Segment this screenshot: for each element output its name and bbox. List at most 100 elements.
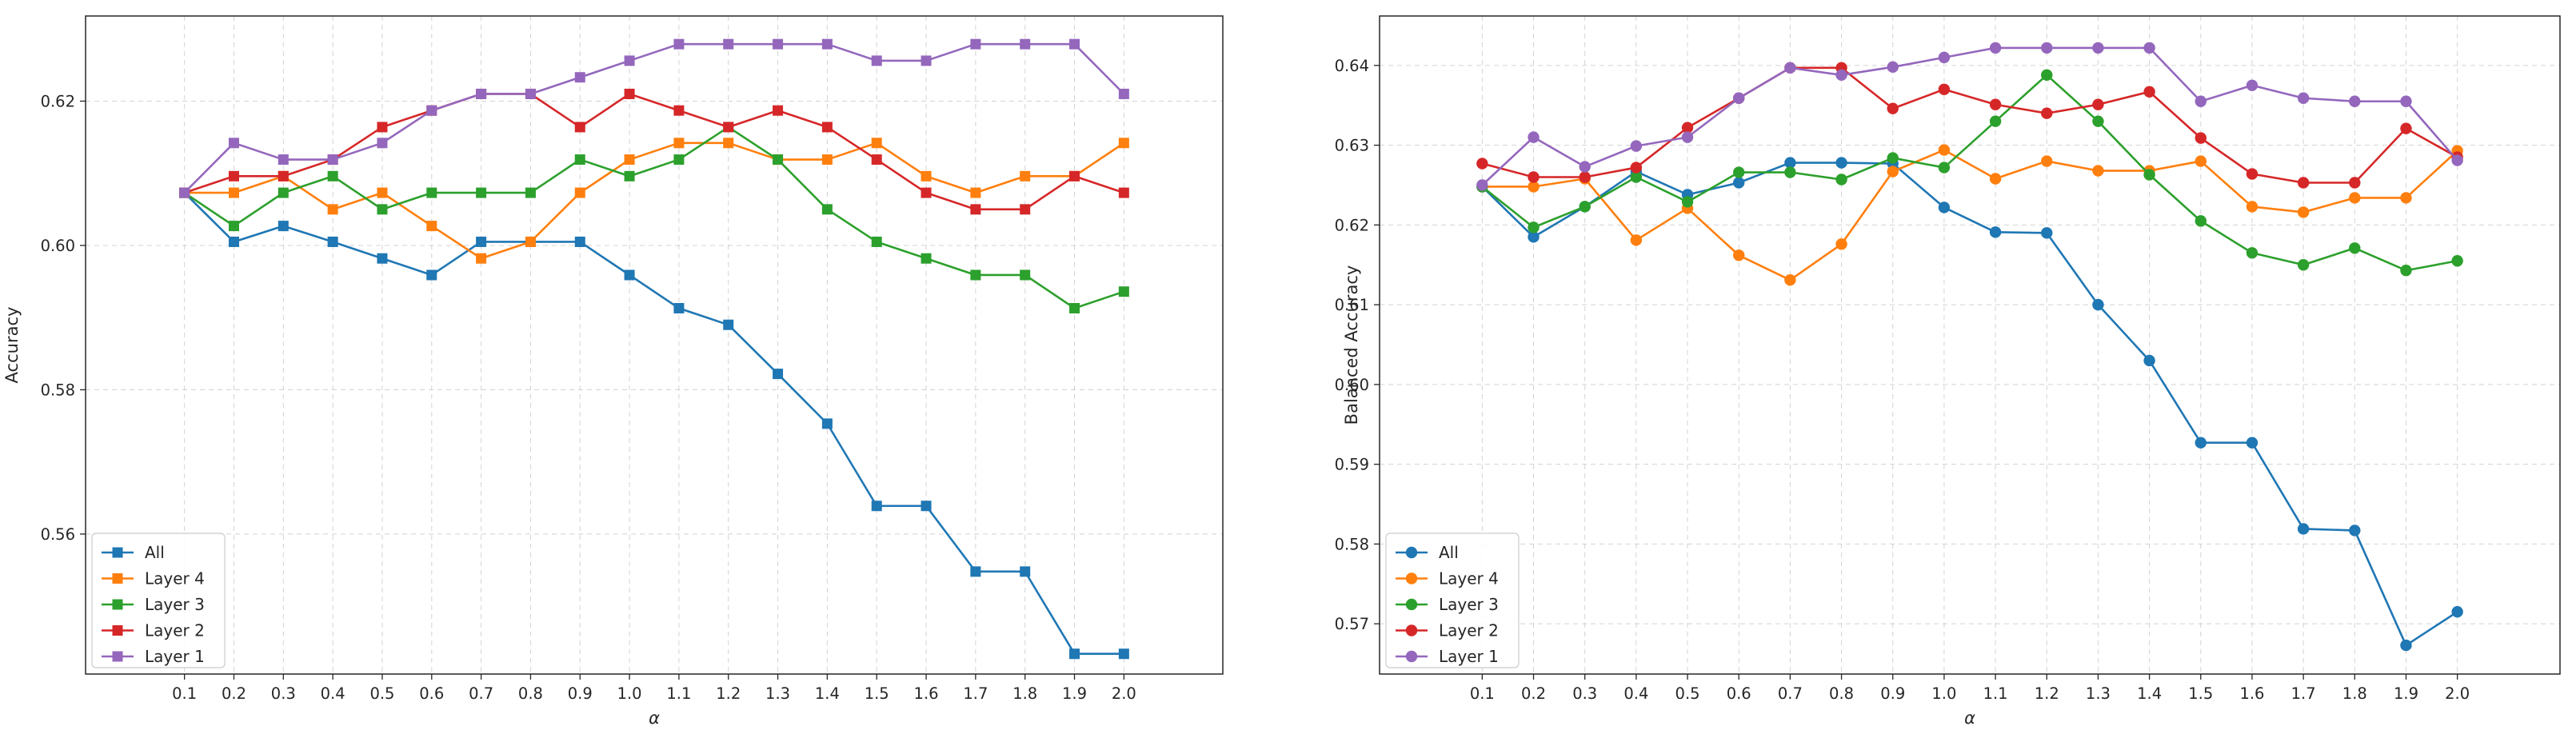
x-tick-label: 0.8: [1829, 684, 1854, 703]
data-point-layer-3: [673, 154, 685, 166]
x-tick-label: 0.8: [518, 684, 543, 703]
legend-label: Layer 1: [145, 647, 205, 666]
data-point-layer-1: [476, 88, 487, 99]
data-point-all: [1733, 177, 1745, 189]
legend-marker: [1405, 598, 1418, 611]
legend-label: All: [1439, 543, 1459, 562]
legend-marker: [112, 599, 123, 610]
data-point-all: [1835, 157, 1847, 169]
data-point-layer-3: [1887, 152, 1899, 164]
data-point-layer-3: [624, 170, 635, 182]
plot-frame: [85, 15, 1224, 675]
data-point-layer-3: [2246, 247, 2258, 259]
data-point-all: [2092, 298, 2104, 311]
data-point-layer-2: [2400, 122, 2412, 134]
x-tick-label: 0.5: [369, 684, 394, 703]
data-point-layer-1: [1476, 179, 1488, 191]
data-point-layer-1: [624, 55, 635, 66]
legend-label: Layer 2: [145, 621, 205, 640]
x-tick-label: 1.4: [815, 684, 840, 703]
data-point-layer-1: [327, 154, 338, 166]
data-point-layer-1: [2349, 95, 2361, 107]
data-point-layer-3: [1579, 201, 1591, 213]
data-point-layer-1: [377, 138, 388, 149]
legend-label: Layer 3: [1439, 595, 1499, 614]
data-point-layer-1: [1579, 161, 1591, 173]
data-point-layer-4: [871, 138, 882, 149]
data-point-layer-4: [921, 170, 932, 182]
legend-label: Layer 4: [145, 569, 205, 588]
data-point-layer-3: [1630, 171, 1643, 183]
series-line-layer-4: [1482, 149, 2458, 281]
data-point-layer-4: [1733, 249, 1745, 261]
x-tick-label: 1.2: [2035, 684, 2059, 703]
y-tick-label: 0.64: [1335, 57, 1369, 75]
data-point-all: [723, 319, 734, 330]
x-tick-label: 1.6: [914, 684, 939, 703]
data-point-layer-1: [1630, 140, 1643, 152]
data-point-layer-2: [1118, 187, 1129, 198]
data-point-layer-3: [1938, 162, 1951, 174]
data-point-layer-4: [426, 221, 437, 232]
y-tick-label: 0.60: [1335, 376, 1369, 394]
data-point-layer-1: [1118, 88, 1129, 99]
data-point-layer-1: [773, 38, 784, 50]
data-point-all: [773, 369, 784, 380]
data-point-all: [1528, 231, 1540, 243]
y-tick-label: 0.57: [1335, 615, 1369, 633]
data-point-layer-4: [2195, 155, 2207, 167]
data-point-layer-2: [2041, 107, 2053, 119]
x-tick-label: 1.8: [1012, 684, 1037, 703]
data-point-layer-1: [574, 72, 585, 83]
data-point-all: [2349, 525, 2361, 537]
x-tick-label: 0.3: [271, 684, 296, 703]
legend-item-layer-2: Layer 2: [1396, 621, 1499, 640]
x-tick-label: 0.3: [1572, 684, 1597, 703]
data-point-layer-3: [2041, 69, 2053, 82]
data-point-layer-1: [525, 88, 536, 99]
data-point-layer-2: [773, 105, 784, 116]
data-point-layer-4: [327, 204, 338, 215]
data-point-layer-3: [2400, 265, 2412, 277]
x-tick-label: 1.1: [1983, 684, 2008, 703]
data-point-layer-2: [1989, 98, 2002, 110]
legend-label: Layer 4: [1439, 569, 1499, 588]
data-point-layer-1: [1938, 51, 1951, 64]
data-point-layer-4: [821, 154, 833, 166]
data-point-layer-1: [970, 38, 981, 50]
x-tick-label: 1.8: [2342, 684, 2367, 703]
data-point-all: [1989, 226, 2002, 238]
data-point-all: [673, 302, 685, 313]
data-point-layer-4: [2246, 201, 2258, 213]
data-point-all: [1938, 201, 1951, 213]
data-point-all: [2143, 354, 2155, 367]
x-tick-label: 0.4: [321, 684, 345, 703]
data-point-layer-4: [2349, 192, 2361, 204]
x-tick-label: 0.7: [1778, 684, 1803, 703]
data-point-layer-4: [673, 138, 685, 149]
data-point-layer-2: [377, 122, 388, 133]
data-point-layer-4: [2041, 155, 2053, 167]
data-point-layer-1: [2400, 95, 2412, 107]
data-point-layer-2: [821, 122, 833, 133]
x-tick-label: 0.2: [222, 684, 246, 703]
x-tick-label: 0.1: [172, 684, 197, 703]
x-tick-label: 1.7: [2291, 684, 2316, 703]
data-point-layer-3: [970, 269, 981, 281]
data-point-layer-4: [2297, 206, 2310, 218]
data-point-layer-1: [1887, 61, 1899, 74]
data-point-layer-2: [1630, 162, 1643, 174]
y-axis-label: Accuracy: [2, 307, 22, 384]
data-point-layer-1: [1784, 62, 1796, 74]
data-point-layer-1: [1989, 42, 2002, 54]
data-point-layer-4: [723, 138, 734, 149]
data-point-layer-2: [970, 204, 981, 215]
data-point-layer-3: [2143, 169, 2155, 181]
data-point-layer-1: [921, 55, 932, 66]
legend-item-layer-3: Layer 3: [1396, 595, 1499, 614]
data-point-layer-3: [1733, 166, 1745, 178]
data-point-all: [2297, 523, 2310, 535]
data-point-layer-3: [1835, 174, 1847, 185]
data-point-layer-4: [2092, 165, 2104, 177]
y-axis-ticks: 0.57 0.58 0.59 0.60 0.61 0.62 0.63 0.64: [1335, 57, 1380, 633]
